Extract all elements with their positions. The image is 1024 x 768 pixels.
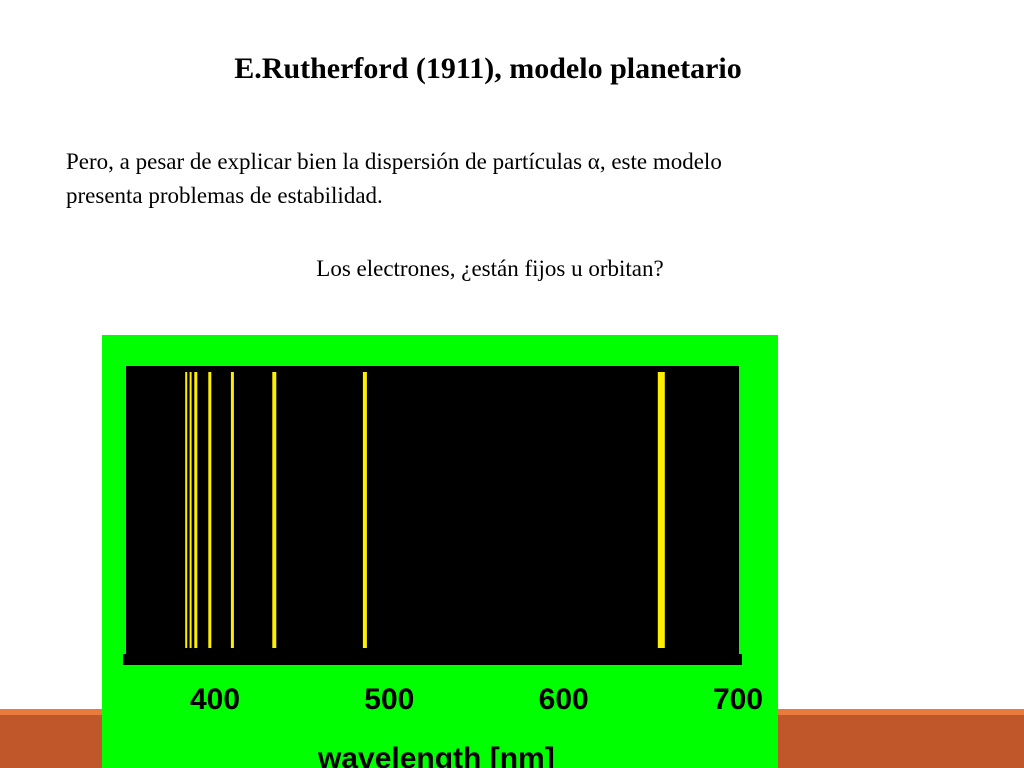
paragraph-line-1: Pero, a pesar de explicar bien la disper… [66,149,722,174]
emission-line-2 [189,372,192,648]
emission-line-7 [362,372,367,648]
emission-line-8 [657,372,665,648]
tick-label-600: 600 [539,683,589,716]
slide-paragraph: Pero, a pesar de explicar bien la disper… [66,145,906,213]
emission-line-1 [185,372,188,648]
x-axis-label: wavelength [nm] [317,742,555,768]
tick-labels: 400 500 600 700 [190,683,763,716]
paragraph-line-2: presenta problemas de estabilidad. [66,183,383,208]
slide-title: E.Rutherford (1911), modelo planetario [234,52,742,85]
emission-line-3 [194,372,198,648]
emission-line-5 [230,372,234,648]
tick-label-700: 700 [713,683,763,716]
emission-lines [185,372,665,648]
tick-label-400: 400 [190,683,240,716]
hydrogen-spectrum-chart: 400 500 600 700 wavelength [nm] [102,335,778,768]
emission-line-6 [272,372,277,648]
spectrum-background [126,366,739,665]
slide-question: Los electrones, ¿están fijos u orbitan? [316,256,664,281]
tick-label-500: 500 [364,683,414,716]
spectrum-baseline [123,654,742,665]
emission-line-4 [208,372,212,648]
